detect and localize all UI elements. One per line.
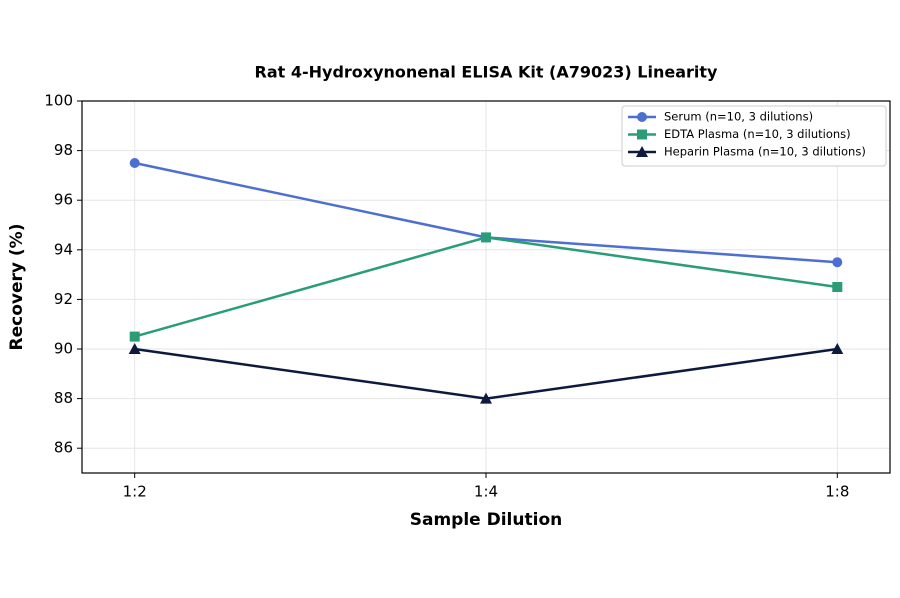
marker bbox=[129, 331, 140, 342]
legend-box bbox=[621, 105, 887, 167]
y-tick-label: 96 bbox=[54, 191, 73, 209]
legend-label: Serum (n=10, 3 dilutions) bbox=[664, 110, 813, 124]
marker bbox=[637, 112, 647, 122]
x-tick-label: 1:4 bbox=[474, 483, 498, 501]
marker bbox=[128, 343, 141, 354]
marker bbox=[831, 343, 844, 354]
chart-title: Rat 4-Hydroxynonenal ELISA Kit (A79023) … bbox=[255, 63, 719, 82]
marker bbox=[637, 129, 647, 140]
y-tick-label: 92 bbox=[54, 290, 73, 308]
y-tick-label: 86 bbox=[54, 439, 73, 457]
legend-label: EDTA Plasma (n=10, 3 dilutions) bbox=[664, 127, 851, 141]
x-tick-label: 1:2 bbox=[123, 483, 147, 501]
marker bbox=[129, 158, 140, 168]
y-axis-label: Recovery (%) bbox=[7, 224, 27, 351]
y-tick-label: 90 bbox=[54, 340, 73, 358]
y-tick-label: 100 bbox=[44, 92, 73, 110]
marker bbox=[481, 232, 491, 243]
marker bbox=[480, 392, 492, 404]
x-tick-label: 1:8 bbox=[825, 483, 849, 501]
plot-frame bbox=[81, 100, 891, 474]
y-tick-label: 88 bbox=[54, 389, 73, 407]
marker bbox=[636, 146, 648, 157]
y-tick-label: 94 bbox=[54, 240, 73, 258]
x-axis-label: Sample Dilution bbox=[410, 510, 562, 530]
marker bbox=[832, 282, 843, 292]
marker bbox=[832, 257, 843, 268]
legend-label: Heparin Plasma (n=10, 3 dilutions) bbox=[664, 145, 866, 159]
y-tick-label: 98 bbox=[54, 141, 73, 159]
